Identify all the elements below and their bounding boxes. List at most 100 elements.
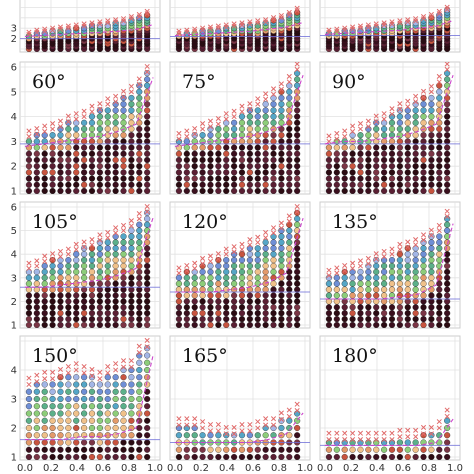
x-marker-stroke	[120, 222, 127, 228]
x-marker	[413, 434, 419, 440]
data-dot	[65, 381, 72, 388]
data-dot	[278, 113, 285, 120]
data-dot	[215, 446, 222, 453]
data-dot	[333, 163, 340, 170]
x-marker-stroke	[81, 108, 87, 114]
x-marker	[444, 208, 450, 214]
data-dot	[428, 169, 435, 176]
x-marker	[294, 66, 300, 73]
x-marker	[278, 81, 284, 87]
data-dot	[373, 446, 380, 453]
data-dot	[128, 163, 135, 170]
data-dot	[365, 25, 372, 32]
x-marker-stroke	[239, 428, 245, 434]
data-dot	[49, 417, 56, 424]
data-dot	[349, 439, 356, 446]
data-dot	[120, 366, 127, 374]
data-dot	[246, 274, 253, 281]
data-dot	[112, 119, 119, 126]
data-dot	[420, 101, 427, 108]
data-dot	[41, 381, 48, 388]
data-dot	[199, 298, 206, 305]
x-marker-stroke	[97, 101, 103, 107]
data-dot	[88, 150, 96, 157]
x-marker	[365, 118, 371, 124]
x-marker-stroke	[89, 109, 95, 115]
data-dot	[199, 310, 206, 317]
data-dot	[444, 221, 451, 228]
data-dot	[81, 298, 88, 305]
data-dot	[436, 163, 443, 170]
data-dot	[128, 274, 135, 281]
x-marker	[97, 106, 103, 112]
data-dot	[175, 446, 183, 453]
x-marker-stroke	[405, 244, 411, 250]
data-dot	[207, 321, 214, 328]
data-dot	[175, 181, 183, 188]
data-dot	[199, 132, 206, 139]
x-marker-stroke	[278, 225, 284, 231]
data-dot	[81, 163, 88, 170]
data-dot	[104, 403, 111, 410]
x-marker-stroke	[405, 104, 411, 110]
data-dot	[231, 316, 238, 323]
data-dot	[33, 298, 40, 305]
data-dot	[404, 439, 411, 446]
x-marker	[223, 111, 229, 117]
data-dot	[112, 150, 119, 157]
data-dot	[128, 417, 135, 424]
data-dot	[25, 388, 33, 395]
data-dot	[428, 251, 435, 258]
data-dot	[420, 94, 427, 102]
x-marker	[65, 113, 71, 119]
x-marker	[263, 235, 269, 241]
data-dot	[231, 144, 238, 151]
data-dot	[420, 175, 427, 182]
x-marker-stroke	[405, 98, 411, 104]
data-dot	[81, 417, 88, 424]
data-dot	[231, 298, 238, 305]
data-dot	[262, 274, 269, 281]
x-marker-stroke	[365, 123, 371, 130]
x-marker-stroke	[176, 265, 182, 271]
x-marker	[326, 437, 332, 443]
data-dot	[41, 132, 48, 139]
data-dot	[41, 432, 48, 439]
data-dot	[254, 150, 261, 157]
x-marker-stroke	[97, 106, 103, 112]
data-dot	[199, 144, 206, 151]
data-dot	[396, 150, 403, 157]
x-marker	[326, 138, 332, 144]
data-dot	[294, 101, 301, 108]
x-marker-stroke	[200, 255, 206, 262]
data-dot	[33, 403, 40, 410]
x-marker	[428, 227, 434, 233]
x-marker	[286, 413, 292, 419]
data-dot	[428, 163, 435, 170]
x-marker-stroke	[65, 246, 71, 252]
data-dot	[436, 453, 443, 460]
data-dot	[373, 132, 380, 139]
x-tick-label: 0.0	[17, 463, 33, 474]
data-dot	[381, 119, 388, 126]
x-marker	[184, 268, 190, 274]
x-marker	[286, 218, 292, 224]
x-marker	[239, 246, 245, 253]
data-dot	[231, 125, 238, 133]
data-dot	[278, 107, 285, 114]
data-dot	[428, 14, 435, 21]
data-dot	[183, 268, 190, 275]
data-dot	[33, 268, 40, 275]
x-marker	[120, 94, 127, 100]
x-marker	[89, 109, 95, 115]
data-dot	[444, 187, 451, 194]
data-dot	[286, 321, 293, 328]
data-dot	[144, 403, 151, 410]
x-marker-stroke	[365, 118, 371, 124]
data-dot	[246, 119, 253, 126]
data-dot	[325, 169, 333, 176]
data-dot	[81, 446, 88, 453]
data-dot	[436, 181, 443, 188]
data-dot	[199, 274, 206, 281]
data-dot	[381, 286, 388, 293]
